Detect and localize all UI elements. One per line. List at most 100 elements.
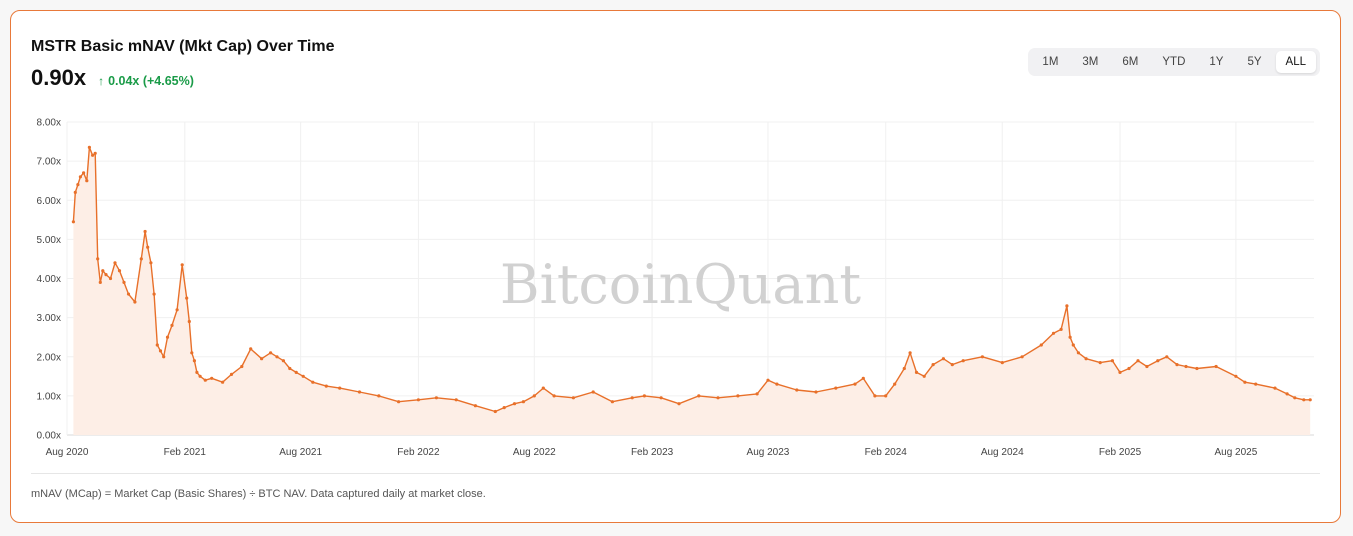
x-tick-label: Aug 2021 xyxy=(279,447,322,458)
data-point xyxy=(165,335,170,339)
data-point xyxy=(1293,396,1297,400)
range-button-6m[interactable]: 6M xyxy=(1122,56,1139,68)
x-tick-label: Feb 2025 xyxy=(1099,447,1142,458)
data-point xyxy=(301,374,305,378)
data-point xyxy=(1098,361,1102,365)
data-point xyxy=(914,370,919,374)
data-point xyxy=(1110,359,1114,363)
data-point xyxy=(294,370,298,374)
x-tick-label: Aug 2023 xyxy=(747,447,790,458)
value-row: 0.90x ↑ 0.04x (+4.65%) xyxy=(31,65,194,91)
data-point xyxy=(677,402,681,406)
data-point xyxy=(1118,370,1122,374)
data-point xyxy=(493,409,497,414)
data-point xyxy=(190,351,194,355)
data-point xyxy=(117,269,122,273)
data-point xyxy=(1059,327,1063,331)
x-tick-label: Feb 2022 xyxy=(397,447,440,458)
data-point xyxy=(1285,392,1289,396)
data-point xyxy=(152,292,156,296)
data-point xyxy=(571,396,576,400)
data-point xyxy=(146,245,150,249)
data-point xyxy=(1084,357,1088,361)
data-point xyxy=(73,190,77,194)
data-point xyxy=(697,394,701,398)
data-point xyxy=(78,175,82,179)
data-point xyxy=(630,396,634,400)
arrow-up-icon: ↑ xyxy=(98,74,105,88)
data-point xyxy=(1175,363,1179,367)
y-tick-label: 7.00x xyxy=(37,157,61,168)
data-point xyxy=(139,257,143,261)
range-button-1y[interactable]: 1Y xyxy=(1209,56,1224,68)
data-point xyxy=(902,366,906,371)
data-point xyxy=(980,355,985,359)
data-point xyxy=(170,323,174,327)
data-point xyxy=(416,398,420,402)
data-point xyxy=(716,396,720,400)
data-point xyxy=(187,319,191,324)
data-point xyxy=(1243,380,1247,384)
data-point xyxy=(1071,343,1075,347)
y-tick-label: 6.00x xyxy=(37,196,61,207)
data-point xyxy=(1254,382,1258,386)
range-button-all[interactable]: ALL xyxy=(1275,51,1316,73)
data-point xyxy=(1145,364,1149,369)
data-point xyxy=(434,396,438,400)
data-point xyxy=(961,359,965,363)
data-point xyxy=(210,376,214,380)
current-value: 0.90x xyxy=(31,65,87,90)
data-point xyxy=(198,374,202,378)
mnav-chart: 0.00x 1.00x 2.00x 3.00x 4.00x 5.00x 6.00x 7.00x… xyxy=(37,118,1314,458)
range-button-3m[interactable]: 3M xyxy=(1082,56,1099,68)
data-point xyxy=(101,269,105,273)
data-point xyxy=(338,386,342,390)
data-point xyxy=(269,351,273,355)
data-point xyxy=(91,153,95,157)
divider xyxy=(31,473,1320,474)
data-point xyxy=(814,390,818,394)
time-range-selector: 1M 3M 6M YTD 1Y 5Y ALL xyxy=(1028,48,1320,76)
data-point xyxy=(795,388,799,392)
data-point xyxy=(908,351,912,355)
data-point xyxy=(1136,359,1140,363)
data-point xyxy=(281,359,285,363)
x-tick-label: Aug 2025 xyxy=(1214,447,1257,458)
data-point xyxy=(884,394,888,398)
range-button-5y[interactable]: 5Y xyxy=(1247,56,1262,68)
data-point xyxy=(76,183,80,187)
data-point xyxy=(1127,366,1131,371)
data-point xyxy=(397,400,401,404)
data-point xyxy=(275,355,279,359)
data-point xyxy=(143,229,147,234)
data-point xyxy=(158,349,163,353)
data-point xyxy=(221,380,225,384)
data-point xyxy=(755,392,759,396)
x-tick-label: Feb 2021 xyxy=(164,447,207,458)
y-tick-label: 8.00x xyxy=(37,118,61,129)
data-point xyxy=(941,357,946,361)
chart-card: MSTR Basic mNAV (Mkt Cap) Over Time 0.90… xyxy=(10,10,1341,523)
data-point xyxy=(532,394,536,398)
data-point xyxy=(180,263,184,267)
data-point xyxy=(229,372,234,376)
data-point xyxy=(873,394,877,398)
data-point xyxy=(203,378,207,382)
data-point xyxy=(512,402,517,406)
range-button-1m[interactable]: 1M xyxy=(1042,56,1059,68)
data-point xyxy=(1195,366,1199,371)
data-point xyxy=(659,396,663,400)
data-point xyxy=(249,347,253,351)
data-point xyxy=(149,261,153,265)
y-tick-label: 1.00x xyxy=(37,391,61,402)
y-tick-label: 2.00x xyxy=(37,352,61,363)
range-button-ytd[interactable]: YTD xyxy=(1162,56,1186,68)
data-point xyxy=(1039,343,1043,347)
data-point xyxy=(113,261,117,265)
data-point xyxy=(861,376,865,380)
data-point xyxy=(1234,374,1238,378)
x-tick-label: Aug 2022 xyxy=(513,447,556,458)
data-point xyxy=(931,363,935,367)
data-point xyxy=(155,343,159,347)
watermark-text: BitcoinQuant xyxy=(500,253,861,316)
